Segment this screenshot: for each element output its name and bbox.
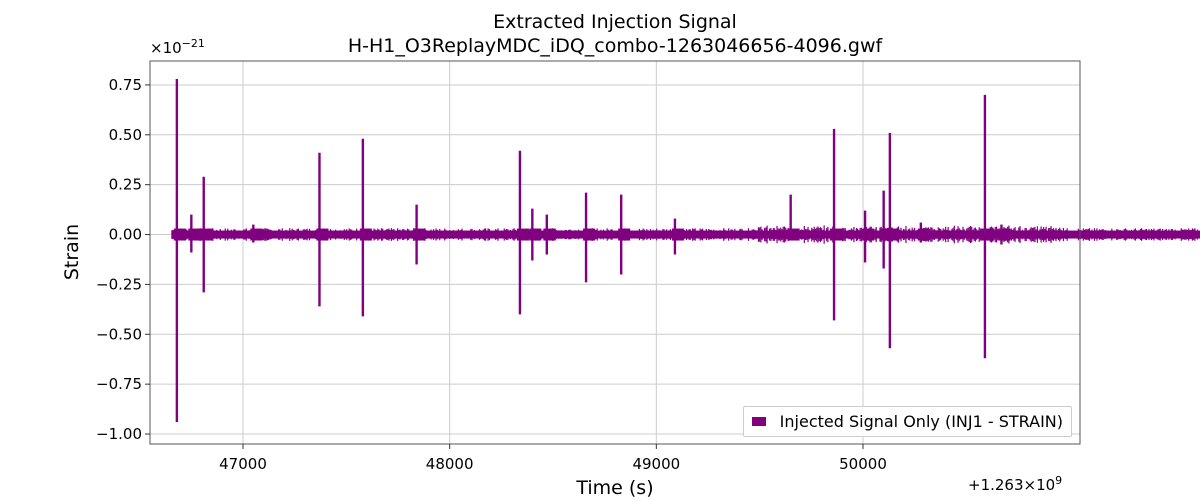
burst-ringdown — [173, 228, 186, 241]
y-tick-label: 0.25 — [109, 176, 142, 194]
burst-ringdown — [516, 228, 529, 241]
burst-ringdown — [831, 228, 844, 241]
axes-frame — [149, 60, 1081, 445]
burst-ringdown — [917, 228, 930, 241]
burst-ringdown — [413, 228, 426, 241]
x-tick-label: 50000 — [839, 455, 887, 473]
burst-ringdown — [359, 228, 372, 241]
grid-layer — [150, 61, 1080, 444]
y-tick-label: 0.75 — [109, 76, 142, 94]
burst-ringdown — [618, 228, 631, 241]
tick-layer: 47000 48000 49000 50000 0.75 0.50 0.25 0.00 −0.2… — [96, 76, 887, 473]
y-tick-label: −0.75 — [96, 375, 142, 393]
burst-ringdown — [529, 228, 542, 241]
chart-subtitle: H-H1_O3ReplayMDC_iDQ_combo-1263046656-40… — [347, 35, 883, 57]
burst-ringdown — [671, 228, 684, 241]
y-tick-label: −0.50 — [96, 325, 142, 343]
burst-ringdown — [188, 228, 201, 241]
data-layer — [171, 78, 1200, 423]
chart-title: Extracted Injection Signal — [493, 11, 737, 33]
x-tick-label: 47000 — [219, 455, 267, 473]
burst-ringdown — [862, 228, 875, 241]
burst-ringdown — [998, 228, 1011, 241]
burst-ringdown — [200, 228, 213, 241]
burst-ringdown — [543, 228, 556, 241]
x-axis-label: Time (s) — [576, 477, 654, 499]
burst-ringdown — [787, 228, 800, 241]
y-tick-label: −0.25 — [96, 275, 142, 293]
burst-ringdown — [981, 228, 994, 241]
x-tick-label: 48000 — [426, 455, 474, 473]
x-offset-base: +1.263×10 — [968, 476, 1056, 494]
burst-ringdown — [250, 228, 263, 241]
y-tick-label: −1.00 — [96, 425, 142, 443]
burst-ringdown — [316, 228, 329, 241]
y-axis-label: Strain — [61, 223, 83, 281]
legend-label: Injected Signal Only (INJ1 - STRAIN) — [779, 412, 1063, 431]
burst-ringdown — [886, 228, 899, 241]
burst-ringdown — [583, 228, 596, 241]
legend-swatch — [751, 417, 766, 426]
y-tick-label: 0.00 — [109, 226, 142, 244]
burst-ringdown — [880, 228, 893, 241]
x-tick-label: 49000 — [632, 455, 680, 473]
legend: Injected Signal Only (INJ1 - STRAIN) — [742, 406, 1072, 437]
x-offset-text: +1.263×109 — [968, 474, 1062, 494]
y-scale-exponent: −21 — [181, 37, 205, 50]
y-tick-label: 0.50 — [109, 126, 142, 144]
x-offset-exponent: 9 — [1055, 474, 1063, 487]
y-scale-text: ×10 — [150, 39, 182, 57]
y-scale-multiplier: ×10−21 — [150, 37, 205, 57]
